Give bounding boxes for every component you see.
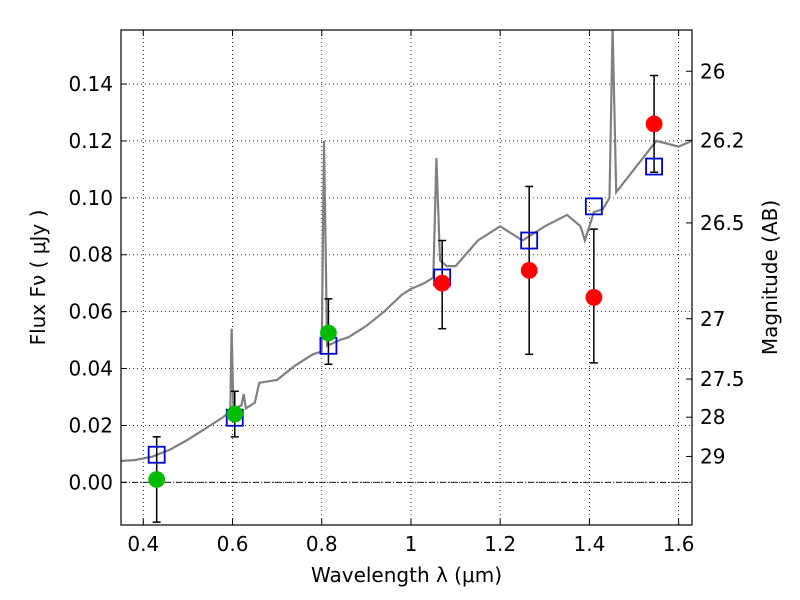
observed-points <box>148 115 663 488</box>
y-tick-label-4: 0.08 <box>68 243 113 267</box>
mag-tick-label-6: 29 <box>700 444 725 468</box>
model-box-6 <box>645 157 663 176</box>
tick-marks <box>121 30 692 525</box>
mag-tick-label-5: 28 <box>700 405 725 429</box>
model-box-4 <box>520 231 539 250</box>
y-axis-title: Flux Fν ( μJy ) <box>26 210 50 346</box>
mag-tick-label-4: 27.5 <box>700 367 745 391</box>
x-tick-label-1: 0.6 <box>217 532 249 556</box>
observed-point-6 <box>645 115 663 133</box>
y-tick-label-6: 0.12 <box>68 129 113 153</box>
model-box-5 <box>584 197 603 216</box>
mag-tick-label-0: 26 <box>700 59 725 83</box>
observed-point-5 <box>585 289 603 306</box>
error-bars <box>152 74 659 523</box>
plot-frame <box>120 29 693 526</box>
magnitude-tick-labels: 26 26.2 26.5 27 27.5 28 29 <box>700 59 745 468</box>
spectrum-line <box>121 30 692 463</box>
x-tick-label-5: 1.4 <box>573 532 605 556</box>
observed-point-3 <box>433 274 451 292</box>
observed-point-0 <box>148 471 166 488</box>
mag-tick-label-3: 27 <box>700 307 725 331</box>
y-tick-label-3: 0.06 <box>68 300 113 324</box>
x-tick-labels: 0.4 0.6 0.8 1 1.2 1.4 1.6 <box>127 532 694 556</box>
y-tick-label-2: 0.04 <box>68 357 113 381</box>
observed-point-1 <box>226 405 244 423</box>
y-tick-label-7: 0.14 <box>68 72 113 96</box>
mag-tick-label-2: 26.5 <box>700 211 745 235</box>
y-tick-labels: 0.00 0.02 0.04 0.06 0.08 0.10 0.12 0.14 <box>68 72 113 494</box>
x-tick-label-2: 0.8 <box>306 532 338 556</box>
x-tick-label-3: 1 <box>405 532 418 556</box>
observed-point-4 <box>520 261 538 279</box>
x-tick-label-4: 1.2 <box>484 532 516 556</box>
right-axis-title: Magnitude (AB) <box>758 200 782 355</box>
x-axis-title: Wavelength λ (μm) <box>311 563 502 587</box>
mag-tick-label-1: 26.2 <box>700 128 745 152</box>
model-boxes <box>147 157 663 464</box>
grid-lines <box>121 30 692 525</box>
y-tick-label-1: 0.02 <box>68 413 113 437</box>
y-tick-label-5: 0.10 <box>68 186 113 210</box>
y-tick-label-0: 0.00 <box>68 470 113 494</box>
model-box-0 <box>147 445 166 464</box>
x-tick-label-6: 1.6 <box>663 532 695 556</box>
observed-point-2 <box>320 324 337 342</box>
x-tick-label-0: 0.4 <box>127 532 159 556</box>
